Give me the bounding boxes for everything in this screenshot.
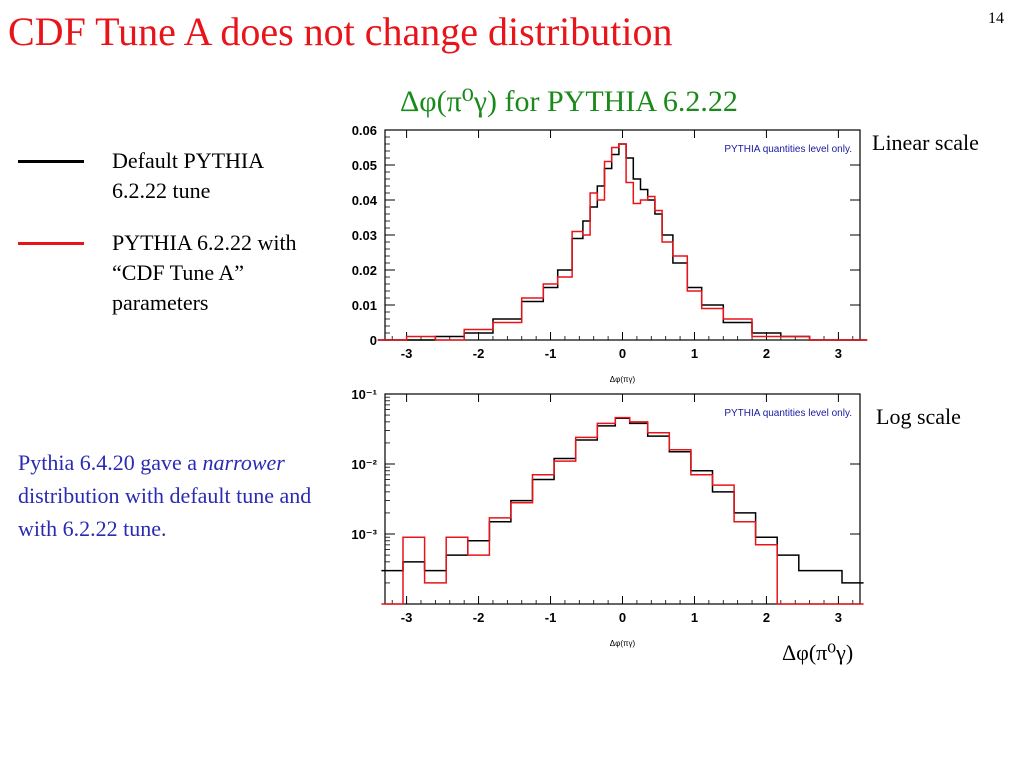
log-frame [384, 393, 861, 605]
linear-xtick-label: -3 [401, 346, 413, 361]
slide-title: CDF Tune A does not change distribution [8, 9, 673, 54]
slide-subtitle: Δφ(π⁰γ) for PYTHIA 6.2.22 [400, 85, 738, 118]
linear-xtick-label: 0 [619, 346, 626, 361]
linear-ytick-label: 0.05 [352, 158, 377, 173]
legend-text-default: Default PYTHIA 6.2.22 tune [112, 148, 263, 203]
linear-xtick-label: 1 [691, 346, 698, 361]
log-ytick-label: 10⁻¹ [351, 387, 377, 402]
note-text: Pythia 6.4.20 gave a narrower distributi… [18, 446, 338, 545]
log-ytick-label: 10⁻³ [351, 527, 377, 542]
linear-ytick-label: 0.01 [352, 298, 377, 313]
log-annotation: PYTHIA quantities level only. [724, 408, 852, 419]
linear-chart: -3 -2 -1 0 1 2 3 0 0.01 0.02 0.03 0.04 0.05 0.06 Δφ(πγ… [352, 123, 868, 384]
linear-series-default [377, 143, 868, 341]
note-after: distribution with default tune and with … [18, 483, 312, 541]
linear-xtick-label: -2 [473, 346, 485, 361]
log-xtick-label: 0 [619, 610, 626, 625]
log-ytick-label: 10⁻² [351, 457, 377, 472]
log-xtick-label: 1 [691, 610, 698, 625]
linear-ytick-label: 0.06 [352, 123, 377, 138]
log-xlabel: Δφ(πγ) [610, 639, 636, 648]
log-xtick-label: -3 [401, 610, 413, 625]
linear-series-tune-a [377, 143, 868, 341]
linear-xtick-label: 3 [835, 346, 842, 361]
note-before: Pythia 6.4.20 gave a [18, 450, 203, 475]
log-xtick-label: 2 [763, 610, 770, 625]
log-xtick-label: -2 [473, 610, 485, 625]
log-chart: -3 -2 -1 0 1 2 3 10⁻¹ 10⁻² 10⁻³ Δφ(πγ) PYTHIA quant… [351, 387, 864, 648]
bottom-axis-label: Δφ(π⁰γ) [782, 640, 854, 665]
linear-frame [384, 129, 861, 341]
linear-ytick-label: 0 [370, 333, 377, 348]
linear-ytick-label: 0.03 [352, 228, 377, 243]
note-emphasis: narrower [202, 450, 285, 475]
linear-ytick-label: 0.02 [352, 263, 377, 278]
linear-scale-label: Linear scale [872, 130, 979, 155]
log-scale-label: Log scale [876, 404, 961, 429]
log-series-tune-a [381, 416, 864, 605]
log-series-default [381, 417, 864, 584]
page-number: 14 [988, 10, 1004, 27]
linear-annotation: PYTHIA quantities level only. [724, 144, 852, 155]
log-xtick-label: -1 [545, 610, 557, 625]
legend-line-tune-a [18, 242, 84, 245]
log-xtick-label: 3 [835, 610, 842, 625]
linear-ytick-label: 0.04 [352, 193, 378, 208]
linear-xtick-label: 2 [763, 346, 770, 361]
linear-xlabel: Δφ(πγ) [610, 375, 636, 384]
legend-line-default [18, 160, 84, 163]
linear-xtick-label: -1 [545, 346, 557, 361]
legend-text-tune-a: PYTHIA 6.2.22 with “CDF Tune A” paramete… [112, 230, 297, 315]
